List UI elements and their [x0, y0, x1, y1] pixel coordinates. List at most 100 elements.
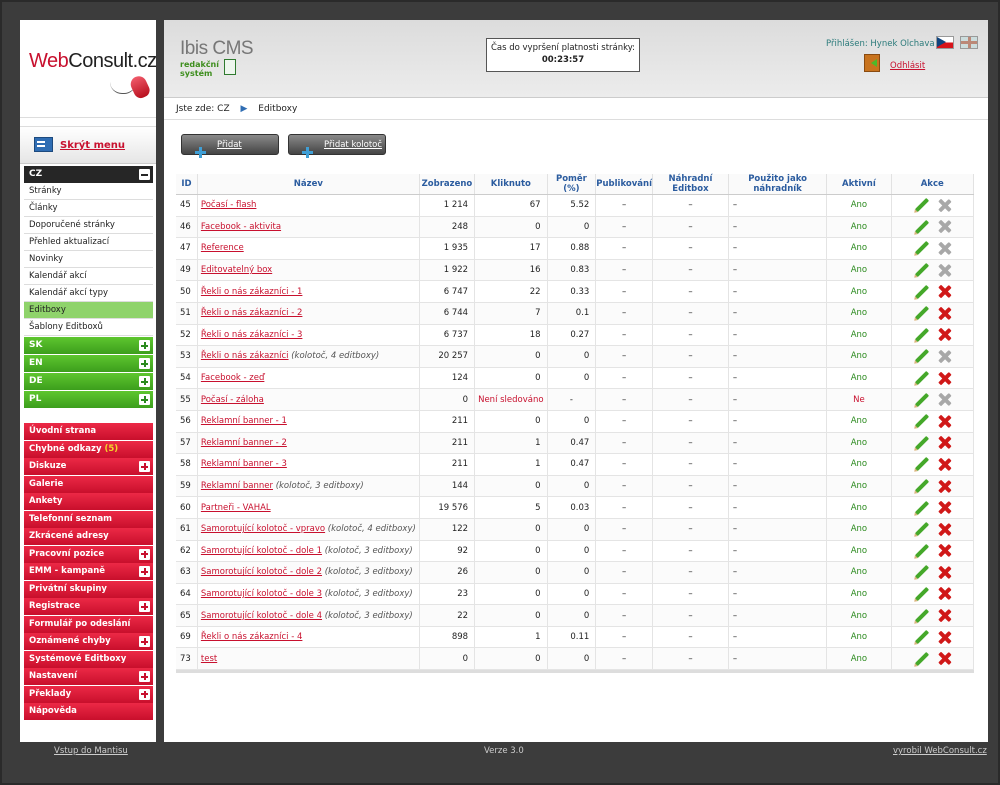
editbox-link[interactable]: Samorotující kolotoč - vpravo — [200, 524, 326, 535]
editbox-link[interactable]: Řekli o nás zákazníci — [200, 351, 289, 362]
edit-pencil-icon[interactable] — [914, 500, 929, 515]
column-header[interactable]: Název — [197, 174, 420, 195]
column-header[interactable]: Akce — [891, 174, 974, 195]
edit-pencil-icon[interactable] — [914, 435, 929, 450]
sidebar-module[interactable]: Zkrácené adresy — [24, 528, 153, 545]
active-status[interactable]: Ano — [826, 216, 892, 239]
editbox-link[interactable]: Facebook - aktivita — [200, 221, 282, 232]
sidebar-item[interactable]: Editboxy — [24, 302, 153, 319]
active-status[interactable]: Ano — [826, 496, 892, 519]
editbox-link[interactable]: Reklamní banner — [200, 481, 273, 492]
sidebar-module[interactable]: Překlady — [24, 685, 153, 703]
delete-icon[interactable] — [938, 523, 951, 536]
hide-menu-button[interactable]: Skrýt menu — [20, 126, 156, 164]
sidebar-module[interactable]: Privátní skupiny — [24, 580, 153, 598]
delete-icon[interactable] — [938, 480, 951, 493]
expand-icon[interactable] — [139, 688, 150, 700]
collapse-icon[interactable] — [139, 169, 150, 180]
column-header[interactable]: Kliknuto — [474, 174, 548, 195]
sidebar-item[interactable]: Doporučené stránky — [24, 217, 153, 234]
column-header[interactable]: Publikování — [595, 174, 653, 195]
sidebar-module[interactable]: Nápověda — [24, 703, 153, 720]
column-header[interactable]: Náhradní Editbox — [652, 174, 729, 195]
expand-icon[interactable] — [139, 636, 150, 647]
delete-icon[interactable] — [938, 544, 951, 557]
sidebar-module[interactable]: Chybné odkazy (5) — [24, 440, 153, 458]
sidebar-item[interactable]: Přehled aktualizací — [24, 234, 153, 251]
sidebar-module[interactable]: Systémové Editboxy — [24, 650, 153, 668]
add-button[interactable]: Přidat — [181, 134, 279, 158]
editbox-link[interactable]: Řekli o nás zákazníci - 2 — [200, 308, 303, 319]
active-status[interactable]: Ano — [826, 583, 892, 606]
editbox-link[interactable]: Počasí - záloha — [200, 394, 264, 405]
sidebar-module[interactable]: Telefonní seznam — [24, 510, 153, 528]
breadcrumb-root[interactable]: CZ — [217, 104, 230, 114]
delete-icon[interactable] — [938, 652, 951, 665]
delete-icon[interactable] — [938, 501, 951, 514]
sidebar-module[interactable]: EMM - kampaně — [24, 563, 153, 580]
edit-pencil-icon[interactable] — [914, 241, 929, 256]
delete-icon[interactable] — [938, 631, 951, 644]
edit-pencil-icon[interactable] — [914, 392, 929, 407]
lang-section[interactable]: SK — [24, 337, 153, 354]
lang-section-cz[interactable]: CZ — [24, 166, 153, 183]
editbox-link[interactable]: Editovatelný box — [200, 265, 273, 276]
edit-pencil-icon[interactable] — [914, 349, 929, 364]
active-status[interactable]: Ano — [826, 194, 892, 217]
editbox-link[interactable]: Reklamní banner - 1 — [200, 416, 287, 427]
sidebar-item[interactable]: Stránky — [24, 183, 153, 200]
delete-icon[interactable] — [938, 372, 951, 385]
expand-icon[interactable] — [139, 548, 150, 560]
editbox-link[interactable]: Reference — [200, 243, 244, 254]
sidebar-module[interactable]: Galerie — [24, 475, 153, 493]
edit-pencil-icon[interactable] — [914, 478, 929, 494]
lang-section[interactable]: EN — [24, 355, 153, 372]
active-status[interactable]: Ano — [826, 561, 892, 584]
sidebar-item[interactable]: Články — [24, 200, 153, 217]
edit-pencil-icon[interactable] — [914, 263, 929, 278]
edit-pencil-icon[interactable] — [914, 522, 929, 537]
editbox-link[interactable]: Reklamní banner - 2 — [200, 437, 287, 448]
expand-icon[interactable] — [139, 376, 150, 387]
edit-pencil-icon[interactable] — [914, 306, 929, 321]
edit-pencil-icon[interactable] — [914, 565, 929, 580]
sidebar-module[interactable]: Formulář po odeslání — [24, 615, 153, 633]
sidebar-module[interactable]: Ankety — [24, 493, 153, 510]
active-status[interactable]: Ano — [826, 345, 892, 368]
column-header[interactable]: Aktivní — [826, 174, 892, 195]
edit-pencil-icon[interactable] — [914, 543, 929, 558]
logout-link[interactable]: Odhlásit — [890, 61, 926, 71]
edit-pencil-icon[interactable] — [914, 284, 929, 299]
delete-icon[interactable] — [938, 328, 951, 341]
active-status[interactable]: Ano — [826, 518, 892, 541]
expand-icon[interactable] — [139, 394, 150, 405]
editbox-link[interactable]: Samorotující kolotoč - dole 4 — [200, 610, 323, 621]
active-status[interactable]: Ano — [826, 302, 892, 325]
lang-section[interactable]: PL — [24, 391, 153, 408]
czech-flag-icon[interactable] — [936, 36, 954, 49]
editbox-link[interactable]: Partneři - VAHAL — [200, 502, 271, 513]
editbox-link[interactable]: Počasí - flash — [200, 200, 257, 211]
active-status[interactable]: Ano — [826, 540, 892, 563]
expand-icon[interactable] — [139, 566, 150, 577]
mantis-link[interactable]: Vstup do Mantisu — [54, 746, 128, 756]
add-carousel-button[interactable]: Přidat kolotoč — [288, 134, 386, 158]
logout-icon[interactable] — [864, 54, 880, 72]
expand-icon[interactable] — [139, 671, 150, 682]
edit-pencil-icon[interactable] — [914, 219, 929, 234]
sidebar-module[interactable]: Nastavení — [24, 668, 153, 685]
active-status[interactable]: Ano — [826, 259, 892, 282]
sidebar-item[interactable]: Šablony Editboxů — [24, 319, 153, 336]
active-status[interactable]: Ano — [826, 324, 892, 347]
edit-pencil-icon[interactable] — [914, 327, 929, 342]
expand-icon[interactable] — [139, 358, 150, 369]
editbox-link[interactable]: test — [200, 653, 218, 664]
editbox-link[interactable]: Facebook - zeď — [200, 373, 265, 384]
active-status[interactable]: Ano — [826, 626, 892, 649]
delete-icon[interactable] — [938, 587, 951, 600]
edit-pencil-icon[interactable] — [914, 586, 929, 602]
active-status[interactable]: Ano — [826, 237, 892, 260]
delete-icon[interactable] — [938, 458, 951, 471]
editbox-link[interactable]: Řekli o nás zákazníci - 4 — [200, 632, 303, 643]
active-status[interactable]: Ano — [826, 647, 892, 671]
